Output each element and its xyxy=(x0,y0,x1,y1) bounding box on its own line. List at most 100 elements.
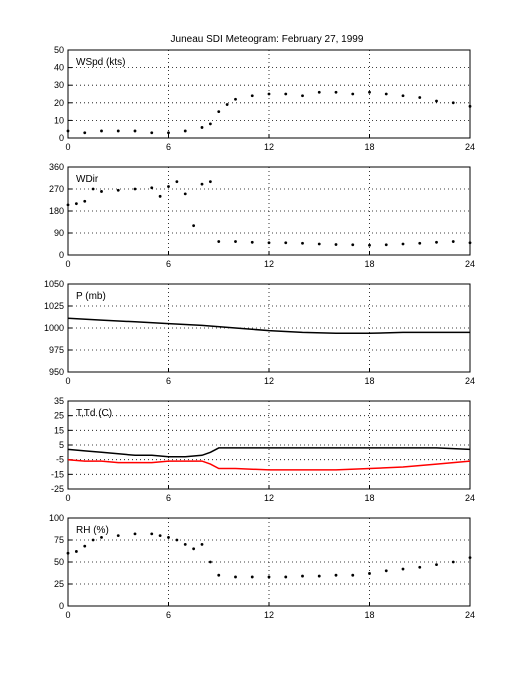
p-mb-ytick-label: 950 xyxy=(49,367,64,377)
wspd-kts-ytick-label: 10 xyxy=(54,115,64,125)
rh-xtick-label: 6 xyxy=(166,610,171,620)
t-td-c-series-0-line xyxy=(67,447,471,458)
rh-series-0-point xyxy=(301,574,304,578)
t-td-c-xtick-label: 0 xyxy=(65,493,70,503)
wdir-series-0-point xyxy=(192,224,196,228)
wdir-series-0-point xyxy=(217,240,221,243)
wspd-kts-series-0-point xyxy=(100,129,103,133)
wdir-ytick-label: 0 xyxy=(59,250,64,260)
t-td-c-ytick-label: -15 xyxy=(51,469,64,479)
t-td-c-ytick-label: 35 xyxy=(54,396,64,406)
wspd-kts-series-0-point xyxy=(384,92,388,96)
wdir-series-0-point xyxy=(418,241,422,245)
wspd-kts-ytick-label: 0 xyxy=(59,133,64,143)
rh-series-0-point xyxy=(267,575,271,579)
rh-ytick-label: 25 xyxy=(54,579,64,589)
wdir-series-0-point xyxy=(301,241,304,245)
wspd-kts-series-0-point xyxy=(368,90,371,94)
rh-label: RH (%) xyxy=(76,525,109,536)
wspd-kts-series-0-point xyxy=(183,129,187,133)
wdir-series-0-point xyxy=(91,187,95,191)
wspd-kts-series-0-point xyxy=(150,131,154,135)
rh-series-0-point xyxy=(158,534,162,537)
t-td-c-ytick-label: 5 xyxy=(59,440,64,450)
t-td-c-ytick-label: -5 xyxy=(56,455,64,465)
wdir-series-0-point xyxy=(183,192,187,196)
wdir-xtick-label: 18 xyxy=(364,259,374,269)
rh-xtick-label: 12 xyxy=(264,610,274,620)
wspd-kts-series-0-point xyxy=(200,126,204,129)
rh-series-0-point xyxy=(401,567,405,571)
wspd-kts-series-0-point xyxy=(351,92,355,96)
rh-series-0-point xyxy=(351,573,355,577)
rh-series-0-point xyxy=(208,560,212,564)
p-mb-ytick-label: 1000 xyxy=(44,323,64,333)
t-td-c-xtick-label: 12 xyxy=(264,493,274,503)
wdir-series-0-point xyxy=(167,185,170,188)
wdir-series-0-point xyxy=(451,240,455,243)
p-mb-xtick-label: 24 xyxy=(465,376,475,386)
p-mb-xtick-label: 0 xyxy=(65,376,70,386)
wdir-series-0-point xyxy=(208,180,212,184)
wdir-series-0-point xyxy=(384,243,388,247)
rh-ytick-label: 75 xyxy=(54,535,64,545)
wspd-kts-series-0-point xyxy=(83,131,87,135)
wspd-kts-ytick-label: 50 xyxy=(54,45,64,55)
wdir-xtick-label: 0 xyxy=(65,259,70,269)
wspd-kts-series-0-point xyxy=(116,129,120,133)
wdir-series-0-point xyxy=(175,180,179,184)
rh-series-0-point xyxy=(284,575,288,579)
wspd-kts-ytick-label: 30 xyxy=(54,80,64,90)
wspd-kts-xtick-label: 6 xyxy=(166,142,171,152)
wspd-kts-series-0-point xyxy=(435,99,438,103)
wspd-kts-ytick-label: 40 xyxy=(54,63,64,73)
rh-series-0-point xyxy=(435,563,438,567)
wdir-series-0-point xyxy=(66,203,70,207)
wspd-kts-xtick-label: 12 xyxy=(264,142,274,152)
wdir-series-0-point xyxy=(435,240,438,244)
wspd-kts-series-0-point xyxy=(217,110,221,113)
wspd-kts-series-0-point xyxy=(234,97,237,101)
wspd-kts-xtick-label: 0 xyxy=(65,142,70,152)
wdir-series-0-point xyxy=(234,240,237,243)
wdir-series-0-point xyxy=(74,202,78,206)
rh-series-0-point xyxy=(192,547,196,551)
wspd-kts-series-0-point xyxy=(250,94,254,98)
rh-series-0-point xyxy=(66,551,70,555)
wdir-series-0-point xyxy=(317,242,321,246)
panel-t-td-c: 0 6 12 18 24 -25 -15 -5 5 15 25 35 T,Td (C) xyxy=(51,396,475,503)
rh-series-0-point xyxy=(200,543,204,546)
rh-series-0-point xyxy=(116,534,120,537)
rh-series-0-point xyxy=(183,543,187,546)
panel-p-mb: 0 6 12 18 24 950 975 1000 1025 1050 P (mb) xyxy=(44,279,475,386)
rh-xtick-label: 18 xyxy=(364,610,374,620)
wspd-kts-series-0-point xyxy=(468,104,472,108)
t-td-c-xtick-label: 24 xyxy=(465,493,475,503)
wspd-kts-label: WSpd (kts) xyxy=(76,57,125,68)
rh-series-0-point xyxy=(74,550,78,553)
p-mb-xtick-label: 6 xyxy=(166,376,171,386)
p-mb-ytick-label: 1025 xyxy=(44,301,64,311)
wdir-ytick-label: 90 xyxy=(54,228,64,238)
p-mb-series-0-line xyxy=(67,317,470,335)
wdir-ytick-label: 360 xyxy=(49,162,64,172)
wdir-series-0-point xyxy=(284,241,288,245)
p-mb-xtick-label: 12 xyxy=(264,376,274,386)
p-mb-label: P (mb) xyxy=(76,291,106,302)
wdir-xtick-label: 12 xyxy=(264,259,274,269)
wspd-kts-series-0-point xyxy=(133,129,137,133)
wspd-kts-series-0-point xyxy=(451,101,455,105)
wdir-ytick-label: 270 xyxy=(49,184,64,194)
rh-series-0-point xyxy=(418,565,422,569)
wdir-series-0-point xyxy=(150,186,154,190)
wspd-kts-series-0-point xyxy=(66,129,70,133)
wdir-series-0-point xyxy=(133,187,137,191)
rh-series-0-point xyxy=(133,532,137,536)
t-td-c-label: T,Td (C) xyxy=(76,408,112,419)
wspd-kts-series-0-point xyxy=(418,96,422,99)
rh-ytick-label: 100 xyxy=(49,513,64,523)
rh-series-0-point xyxy=(217,573,221,577)
rh-series-0-point xyxy=(167,535,170,539)
wspd-kts-series-0-point xyxy=(267,92,271,96)
